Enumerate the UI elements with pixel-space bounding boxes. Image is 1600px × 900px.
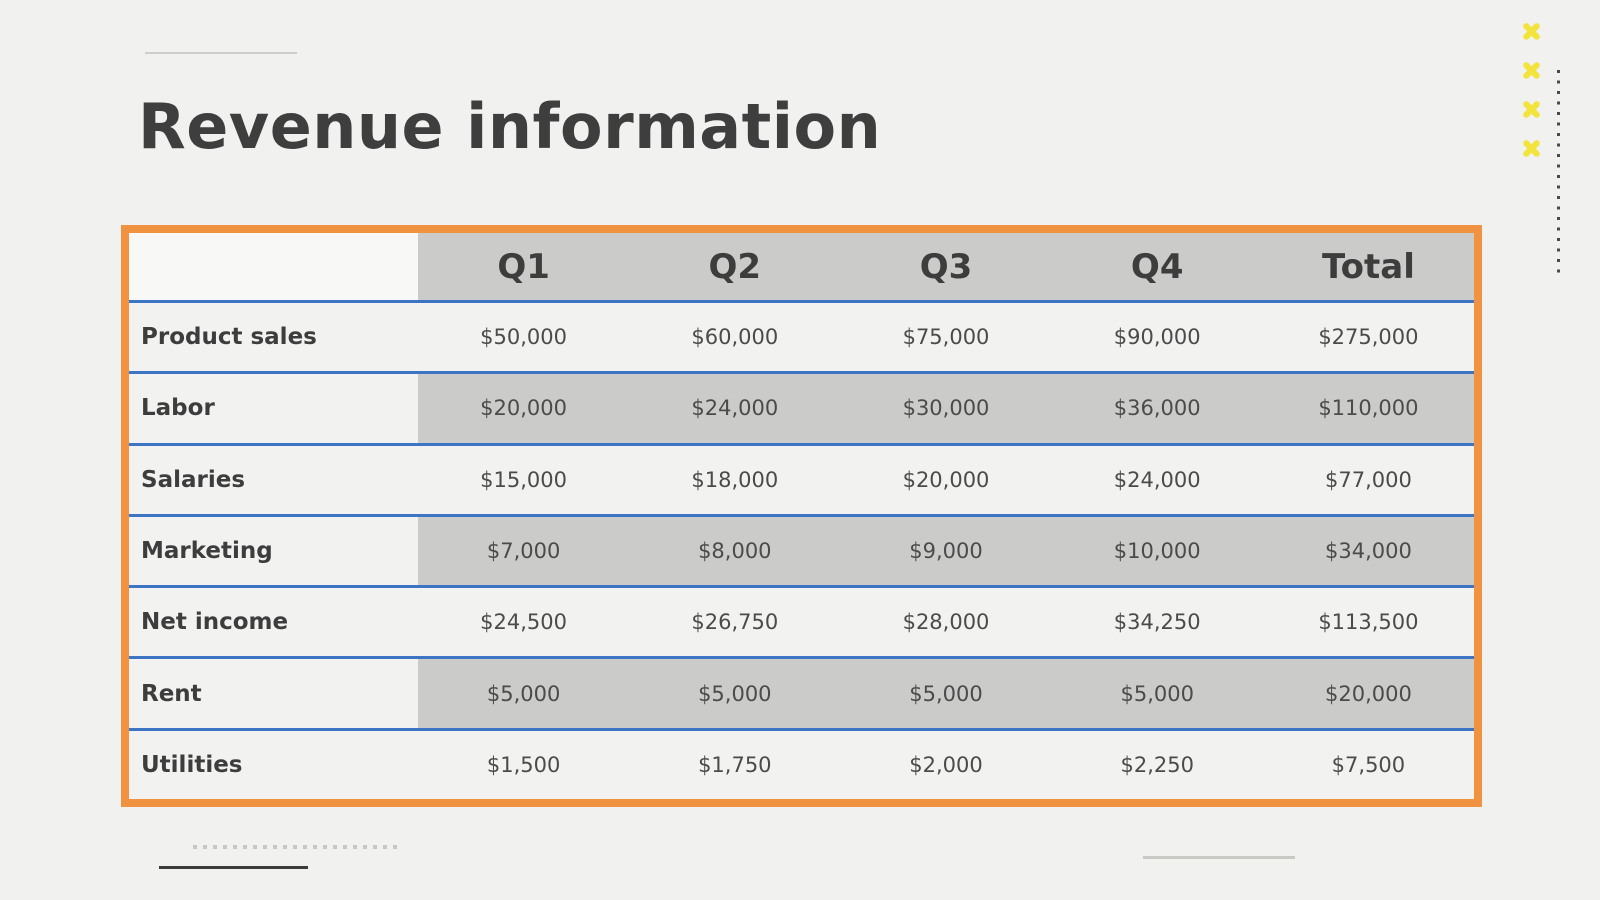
cell-value: $20,000 (418, 374, 630, 443)
cell-value: $1,750 (629, 730, 841, 799)
column-header-total: Total (1262, 233, 1475, 300)
cell-value: $7,000 (418, 516, 630, 586)
cell-value: $24,000 (1051, 445, 1263, 514)
cell-value: $28,000 (840, 588, 1052, 657)
cell-value: $15,000 (418, 445, 630, 514)
bottom-dotted-line (193, 845, 401, 849)
page-title: Revenue information (138, 90, 882, 163)
row-label: Net income (129, 588, 418, 657)
cell-value: $90,000 (1051, 303, 1263, 372)
cell-value: $20,000 (1262, 659, 1475, 728)
cell-value: $26,750 (629, 588, 841, 657)
row-label: Salaries (129, 445, 418, 514)
row-label: Utilities (129, 730, 418, 799)
corner-cell (129, 233, 418, 300)
cell-value: $5,000 (1051, 659, 1263, 728)
cell-value: $5,000 (418, 659, 630, 728)
cell-value: $1,500 (418, 730, 630, 799)
cell-value: $9,000 (840, 516, 1052, 586)
table-row: Labor $20,000 $24,000 $30,000 $36,000 $1… (129, 371, 1475, 443)
x-marks-decoration (1521, 21, 1542, 159)
table-row: Marketing $7,000 $8,000 $9,000 $10,000 $… (129, 513, 1475, 586)
column-header-q1: Q1 (418, 233, 630, 300)
bottom-gray-line (1143, 856, 1295, 859)
cell-value: $8,000 (629, 516, 841, 586)
row-label: Product sales (129, 303, 418, 372)
table-row: Rent $5,000 $5,000 $5,000 $5,000 $20,000 (129, 656, 1475, 728)
bottom-dark-line (159, 866, 308, 869)
row-label: Labor (129, 374, 418, 443)
table-row: Product sales $50,000 $60,000 $75,000 $9… (129, 300, 1475, 372)
cell-value: $5,000 (840, 659, 1052, 728)
column-header-q2: Q2 (629, 233, 841, 300)
table-row: Salaries $15,000 $18,000 $20,000 $24,000… (129, 442, 1475, 514)
cell-value: $10,000 (1051, 516, 1263, 586)
revenue-table: Q1 Q2 Q3 Q4 Total Product sales $50,000 … (121, 225, 1482, 807)
cell-value: $5,000 (629, 659, 841, 728)
cell-value: $34,000 (1262, 516, 1475, 586)
cell-value: $2,250 (1051, 730, 1263, 799)
table-row: Net income $24,500 $26,750 $28,000 $34,2… (129, 585, 1475, 657)
cell-value: $113,500 (1262, 588, 1475, 657)
x-icon (1523, 62, 1540, 79)
cell-value: $2,000 (840, 730, 1052, 799)
x-icon (1523, 140, 1540, 157)
cell-value: $60,000 (629, 303, 841, 372)
row-label: Rent (129, 659, 418, 728)
column-header-q3: Q3 (840, 233, 1052, 300)
cell-value: $275,000 (1262, 303, 1475, 372)
vertical-dotted-line (1557, 70, 1560, 278)
cell-value: $24,000 (629, 374, 841, 443)
cell-value: $50,000 (418, 303, 630, 372)
cell-value: $24,500 (418, 588, 630, 657)
cell-value: $18,000 (629, 445, 841, 514)
x-icon (1523, 101, 1540, 118)
table-row: Utilities $1,500 $1,750 $2,000 $2,250 $7… (129, 727, 1475, 799)
table-header-row: Q1 Q2 Q3 Q4 Total (129, 233, 1475, 300)
cell-value: $110,000 (1262, 374, 1475, 443)
x-icon (1523, 23, 1540, 40)
row-label: Marketing (129, 516, 418, 586)
cell-value: $7,500 (1262, 730, 1475, 799)
title-accent-line (145, 52, 297, 54)
cell-value: $77,000 (1262, 445, 1475, 514)
column-header-q4: Q4 (1051, 233, 1263, 300)
cell-value: $30,000 (840, 374, 1052, 443)
cell-value: $36,000 (1051, 374, 1263, 443)
cell-value: $20,000 (840, 445, 1052, 514)
cell-value: $75,000 (840, 303, 1052, 372)
cell-value: $34,250 (1051, 588, 1263, 657)
